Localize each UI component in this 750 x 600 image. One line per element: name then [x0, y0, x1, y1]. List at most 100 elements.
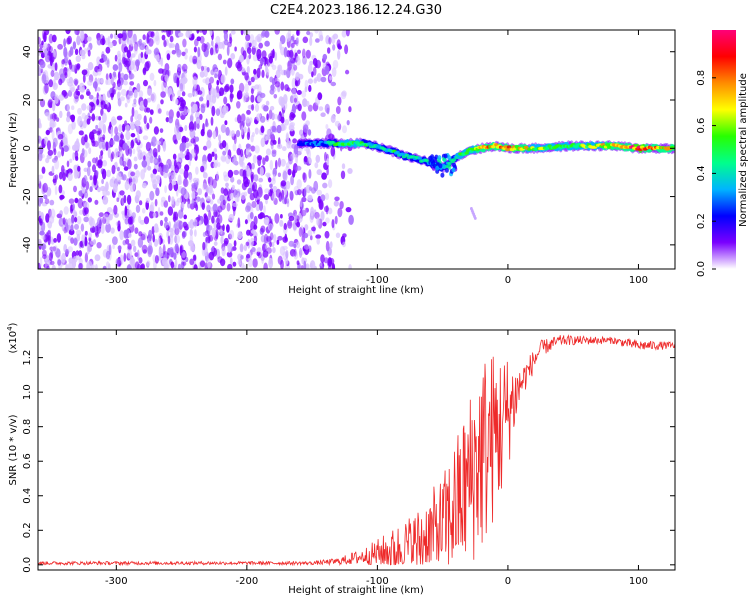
noise-cell — [202, 182, 207, 191]
noise-cell — [87, 160, 92, 168]
noise-cell — [47, 149, 54, 156]
noise-cell — [61, 59, 65, 65]
noise-cell — [176, 179, 183, 185]
noise-cell — [66, 78, 71, 84]
noise-cell — [292, 138, 297, 144]
noise-cell — [78, 130, 84, 136]
noise-cell — [176, 122, 181, 133]
noise-cell — [138, 257, 143, 264]
noise-cell — [97, 160, 103, 169]
noise-cell — [74, 223, 79, 230]
noise-cell — [222, 224, 225, 232]
noise-cell — [305, 100, 310, 107]
noise-cell — [49, 199, 55, 206]
noise-cell — [126, 209, 132, 217]
noise-cell — [181, 231, 187, 238]
noise-cell — [132, 148, 136, 155]
noise-cell — [305, 49, 311, 59]
noise-cell — [152, 168, 157, 175]
noise-cell — [108, 263, 111, 269]
noise-cell — [110, 33, 113, 39]
noise-cell — [282, 169, 287, 180]
noise-cell — [158, 166, 162, 173]
noise-cell — [129, 73, 135, 80]
noise-cell — [157, 237, 161, 245]
noise-cell — [88, 232, 92, 239]
noise-cell — [315, 154, 321, 163]
noise-cell — [163, 40, 167, 48]
noise-cell — [295, 153, 298, 165]
noise-cell — [181, 91, 186, 97]
noise-cell — [250, 88, 254, 95]
x-tick-label: 0 — [505, 275, 511, 286]
noise-cell — [216, 222, 221, 230]
snr-series-line — [38, 334, 675, 567]
noise-cell — [250, 237, 254, 247]
noise-cell — [95, 124, 99, 130]
noise-cell — [200, 104, 206, 114]
noise-cell — [61, 165, 65, 174]
noise-cell — [192, 221, 198, 227]
noise-cell — [280, 214, 283, 219]
spectrogram-x-ticks: -300 -200 -100 0 100 — [105, 30, 648, 286]
noise-cell — [102, 160, 108, 167]
noise-cell — [250, 173, 254, 183]
noise-cell — [54, 185, 58, 196]
noise-cell — [296, 30, 299, 36]
noise-cell — [88, 94, 94, 100]
noise-cell — [58, 184, 63, 194]
noise-cell — [307, 78, 313, 84]
noise-cell — [230, 176, 235, 183]
noise-cell — [204, 121, 209, 128]
noise-cell — [303, 243, 310, 250]
noise-cell — [246, 169, 251, 178]
noise-cell — [44, 198, 50, 205]
noise-cell — [102, 124, 107, 134]
noise-cell — [78, 262, 84, 269]
noise-cell — [86, 260, 93, 269]
noise-cell — [52, 137, 58, 148]
noise-cell — [192, 177, 198, 183]
noise-cell — [316, 169, 323, 176]
noise-cell — [252, 154, 257, 164]
noise-cell — [229, 33, 232, 41]
signal-cell — [464, 151, 469, 155]
noise-cell — [265, 235, 272, 242]
noise-cell — [251, 39, 257, 49]
noise-cell — [253, 68, 257, 75]
noise-cell — [316, 73, 322, 82]
noise-cell — [109, 139, 116, 146]
noise-cell — [152, 147, 158, 158]
noise-cell — [256, 48, 262, 60]
noise-cell — [179, 106, 185, 112]
noise-cell — [42, 30, 45, 40]
noise-cell — [320, 76, 327, 83]
noise-cell — [248, 42, 252, 48]
noise-cell — [235, 61, 242, 69]
noise-cell — [71, 105, 75, 110]
noise-cell — [61, 190, 65, 196]
noise-cell — [277, 114, 281, 121]
noise-cell — [145, 141, 151, 152]
noise-cell — [154, 198, 158, 207]
noise-cell — [231, 184, 236, 191]
noise-cell — [84, 252, 88, 263]
noise-cell — [325, 35, 331, 45]
noise-cell — [179, 97, 184, 103]
noise-cell — [197, 214, 201, 223]
noise-cell — [202, 232, 207, 237]
noise-cell — [181, 202, 185, 209]
noise-cell — [348, 264, 352, 269]
noise-cell — [295, 57, 301, 66]
noise-cell — [67, 103, 70, 112]
noise-cell — [273, 94, 278, 99]
noise-cell — [137, 134, 140, 143]
noise-cell — [241, 182, 247, 191]
noise-cell — [279, 219, 284, 227]
noise-cell — [123, 252, 127, 262]
noise-cell — [146, 107, 151, 113]
noise-cell — [39, 218, 43, 226]
signal-cell — [417, 156, 422, 160]
noise-cell — [345, 207, 352, 213]
noise-cell — [58, 94, 65, 101]
